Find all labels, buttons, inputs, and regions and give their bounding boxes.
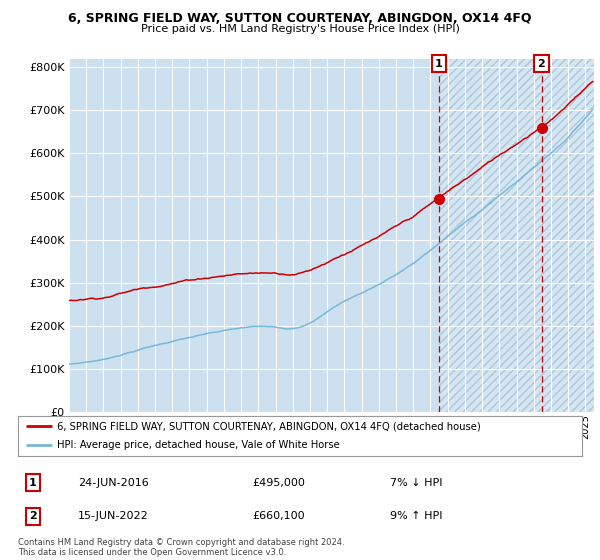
Text: Contains HM Land Registry data © Crown copyright and database right 2024.
This d: Contains HM Land Registry data © Crown c… — [18, 538, 344, 557]
Text: 1: 1 — [29, 478, 37, 488]
Text: 1: 1 — [435, 59, 443, 69]
Text: £495,000: £495,000 — [252, 478, 305, 488]
Text: 2: 2 — [538, 59, 545, 69]
Bar — [439, 59, 594, 412]
Text: 15-JUN-2022: 15-JUN-2022 — [78, 511, 149, 521]
Text: 24-JUN-2016: 24-JUN-2016 — [78, 478, 149, 488]
Text: Price paid vs. HM Land Registry's House Price Index (HPI): Price paid vs. HM Land Registry's House … — [140, 24, 460, 34]
Text: £660,100: £660,100 — [252, 511, 305, 521]
Bar — [439, 59, 594, 412]
Text: 6, SPRING FIELD WAY, SUTTON COURTENAY, ABINGDON, OX14 4FQ (detached house): 6, SPRING FIELD WAY, SUTTON COURTENAY, A… — [58, 421, 481, 431]
Text: 7% ↓ HPI: 7% ↓ HPI — [390, 478, 443, 488]
Text: 6, SPRING FIELD WAY, SUTTON COURTENAY, ABINGDON, OX14 4FQ: 6, SPRING FIELD WAY, SUTTON COURTENAY, A… — [68, 12, 532, 25]
Text: 2: 2 — [29, 511, 37, 521]
Text: HPI: Average price, detached house, Vale of White Horse: HPI: Average price, detached house, Vale… — [58, 440, 340, 450]
Text: 9% ↑ HPI: 9% ↑ HPI — [390, 511, 443, 521]
